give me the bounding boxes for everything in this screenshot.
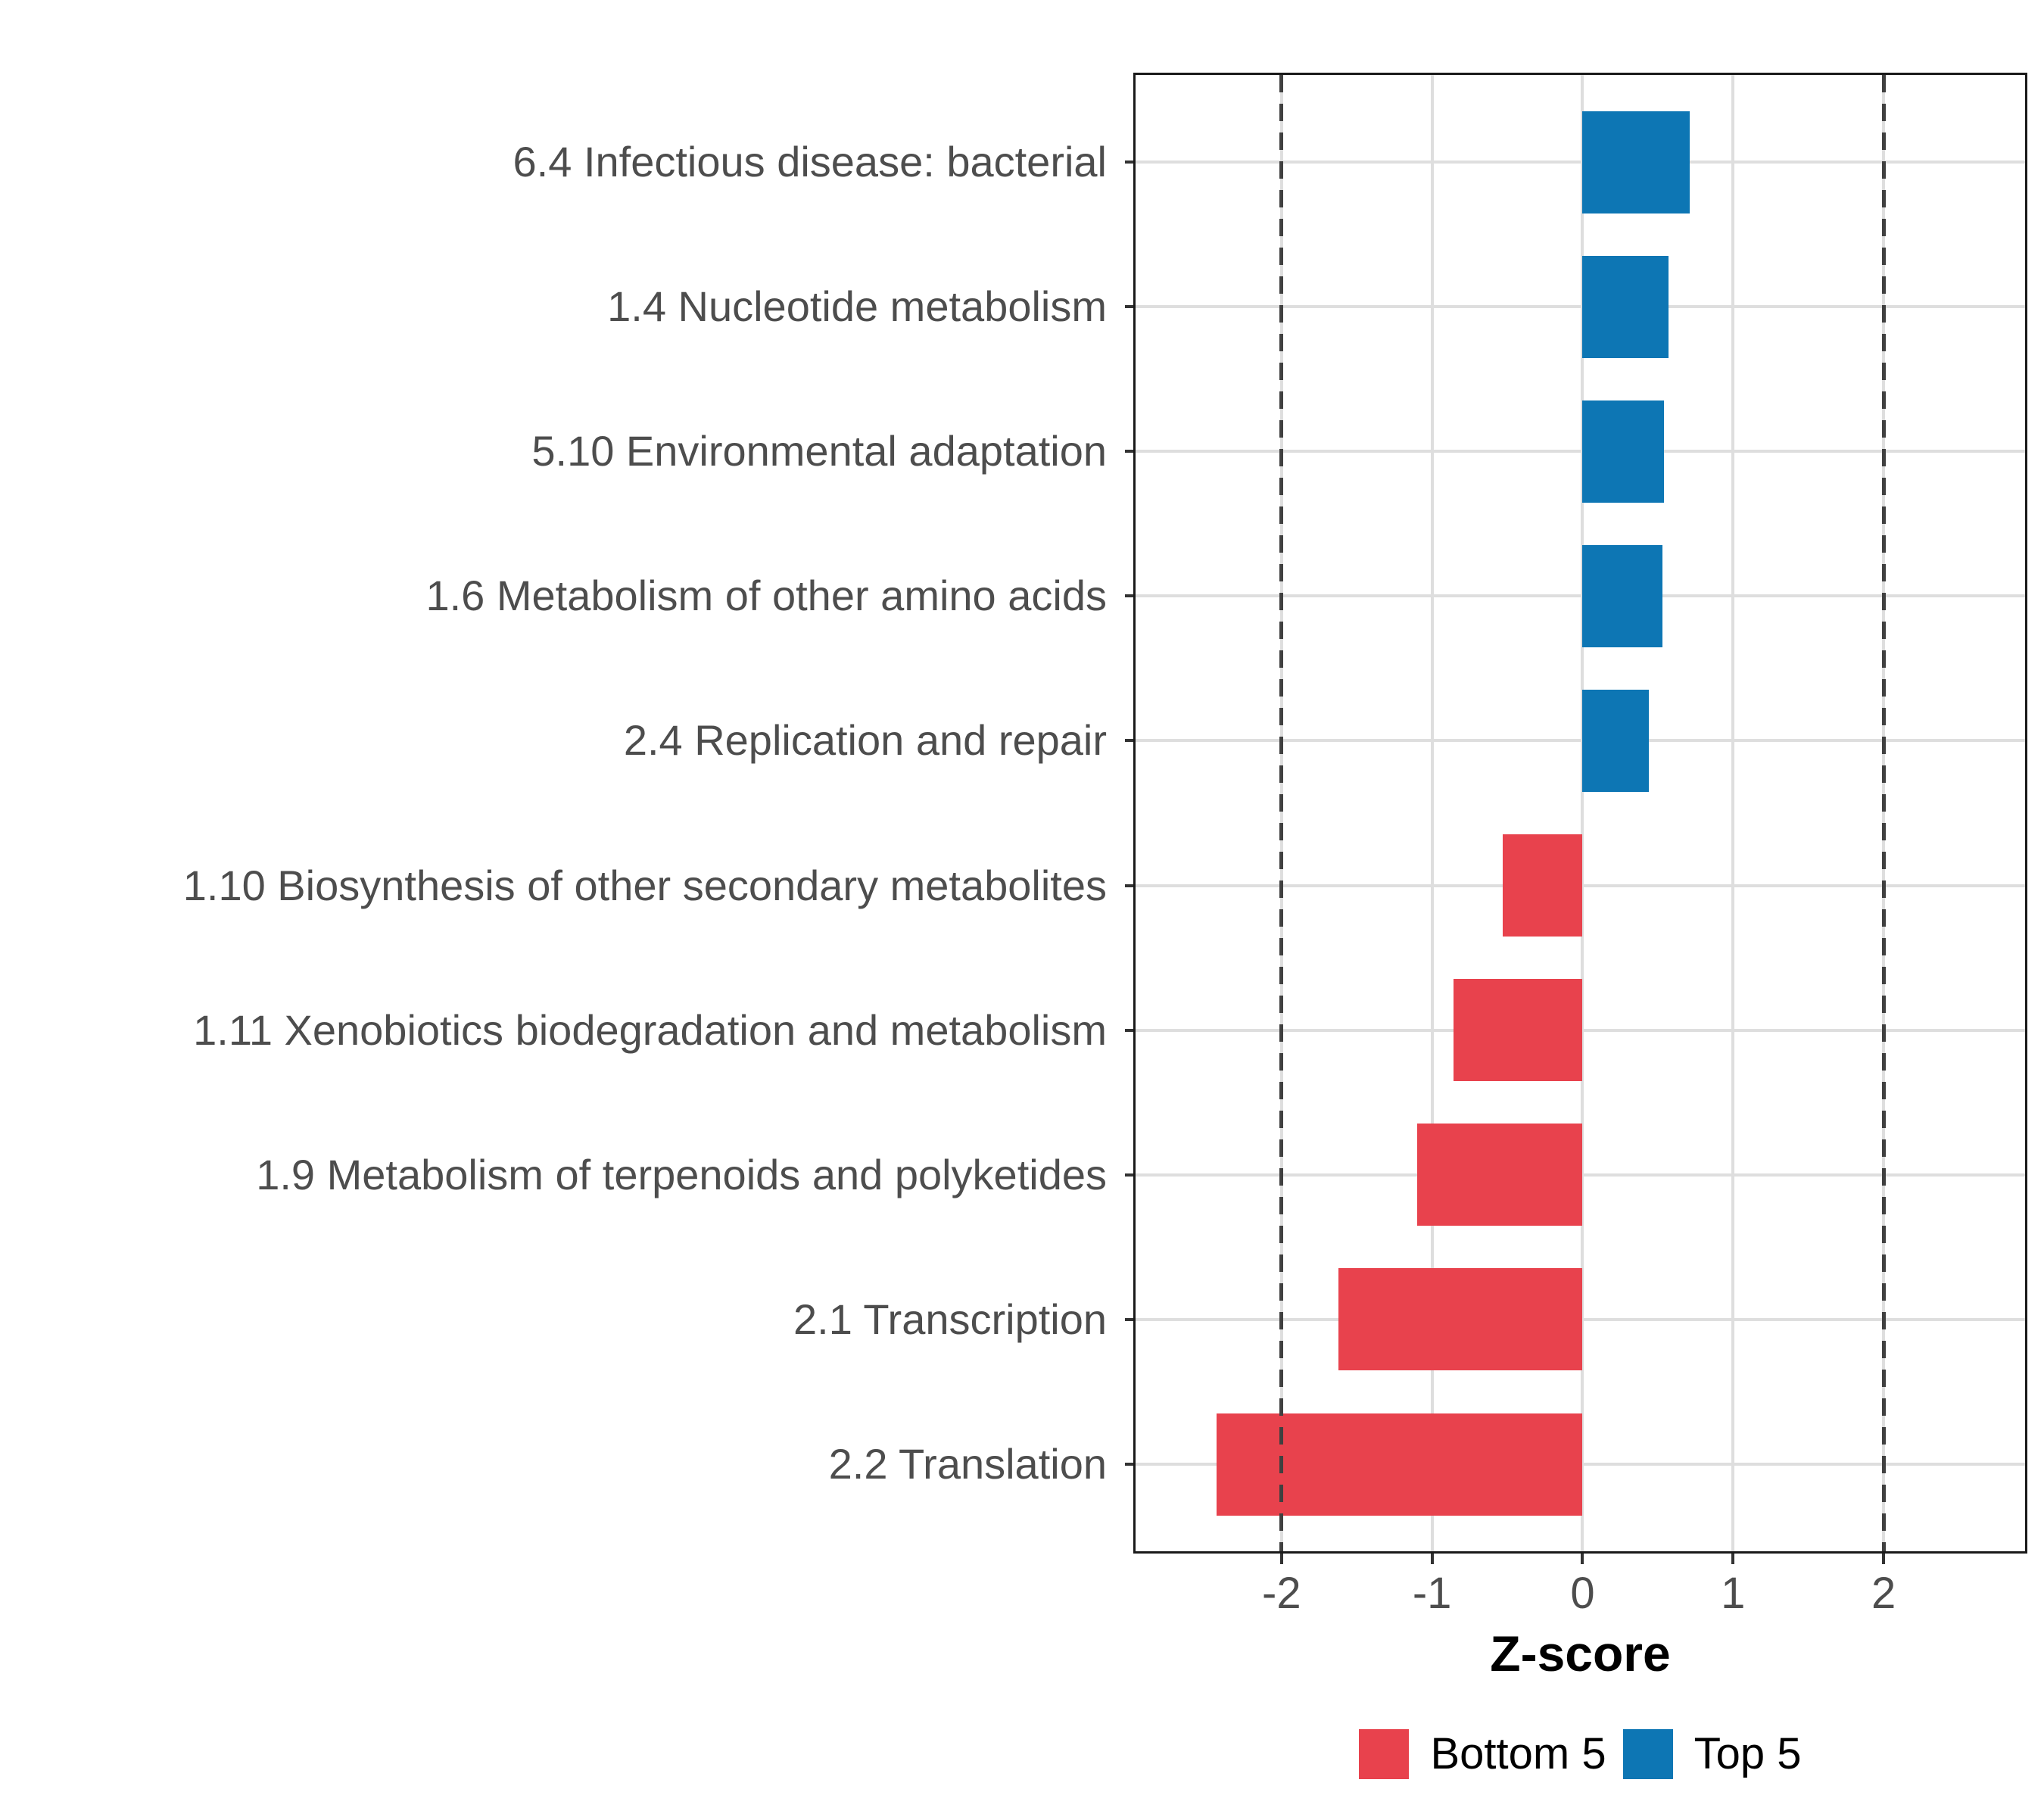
y-axis-tick-mark (1125, 739, 1136, 743)
y-axis-label: 2.2 Translation (828, 1440, 1107, 1488)
x-axis-tick-mark (1279, 1554, 1283, 1564)
y-axis-label: 1.11 Xenobiotics biodegradation and meta… (193, 1005, 1107, 1054)
gridline-vertical (1731, 75, 1735, 1551)
y-axis-tick-mark (1125, 884, 1136, 887)
bar (1416, 1124, 1583, 1226)
gridline-horizontal (1136, 161, 2025, 164)
bar (1453, 979, 1583, 1082)
y-axis-tick-mark (1125, 305, 1136, 309)
y-axis-label: 5.10 Environmental adaptation (531, 427, 1107, 475)
y-axis-tick-mark (1125, 1028, 1136, 1032)
gridline-vertical (1430, 75, 1434, 1551)
bar (1582, 400, 1664, 503)
x-axis-tick-label: 1 (1721, 1569, 1746, 1618)
legend-item: Top 5 (1622, 1729, 1802, 1779)
x-axis-tick-label: 2 (1871, 1569, 1896, 1618)
bar (1217, 1413, 1583, 1516)
reference-line-dashed (1279, 75, 1284, 1551)
y-axis-tick-mark (1125, 1317, 1136, 1321)
legend-swatch (1622, 1729, 1673, 1779)
x-axis-tick-label: 0 (1570, 1569, 1595, 1618)
y-axis-label: 1.4 Nucleotide metabolism (607, 282, 1107, 331)
plot-panel (1133, 73, 2027, 1554)
x-axis-tick-label: -1 (1412, 1569, 1452, 1618)
x-axis-tick-label: -2 (1262, 1569, 1301, 1618)
y-axis-label: 2.4 Replication and repair (623, 716, 1107, 765)
legend-label: Top 5 (1693, 1729, 1802, 1778)
gridline-horizontal (1136, 739, 2025, 743)
bar (1582, 689, 1649, 792)
legend-item: Bottom 5 (1359, 1729, 1606, 1779)
x-axis-title: Z-score (1490, 1625, 1671, 1681)
bar (1582, 544, 1662, 647)
gridline-horizontal (1136, 305, 2025, 309)
gridline-horizontal (1136, 450, 2025, 453)
bar (1582, 111, 1690, 213)
gridline-horizontal (1136, 594, 2025, 598)
y-axis-label: 1.10 Biosynthesis of other secondary met… (182, 861, 1107, 909)
bar (1582, 255, 1669, 358)
y-axis-tick-mark (1125, 1173, 1136, 1177)
x-axis-tick-mark (1430, 1554, 1434, 1564)
y-axis-tick-mark (1125, 161, 1136, 164)
bar (1338, 1268, 1583, 1371)
y-axis-label: 2.1 Transcription (793, 1295, 1107, 1343)
legend: Bottom 5 Top 5 (1136, 1728, 2025, 1781)
y-axis-label: 1.6 Metabolism of other amino acids (425, 572, 1107, 620)
x-axis-tick-mark (1581, 1554, 1584, 1564)
y-axis-label: 6.4 Infectious disease: bacterial (513, 138, 1107, 185)
legend-label: Bottom 5 (1430, 1729, 1606, 1778)
x-axis-tick-mark (1882, 1554, 1886, 1564)
y-axis-tick-mark (1125, 594, 1136, 598)
gridline-vertical (1581, 75, 1584, 1551)
y-axis-tick-mark (1125, 450, 1136, 453)
reference-line-dashed (1881, 75, 1886, 1551)
legend-swatch (1359, 1729, 1410, 1779)
bar (1503, 834, 1583, 937)
x-axis-tick-mark (1731, 1554, 1735, 1564)
y-axis-tick-mark (1125, 1463, 1136, 1466)
y-axis-label: 1.9 Metabolism of terpenoids and polyket… (256, 1150, 1107, 1198)
